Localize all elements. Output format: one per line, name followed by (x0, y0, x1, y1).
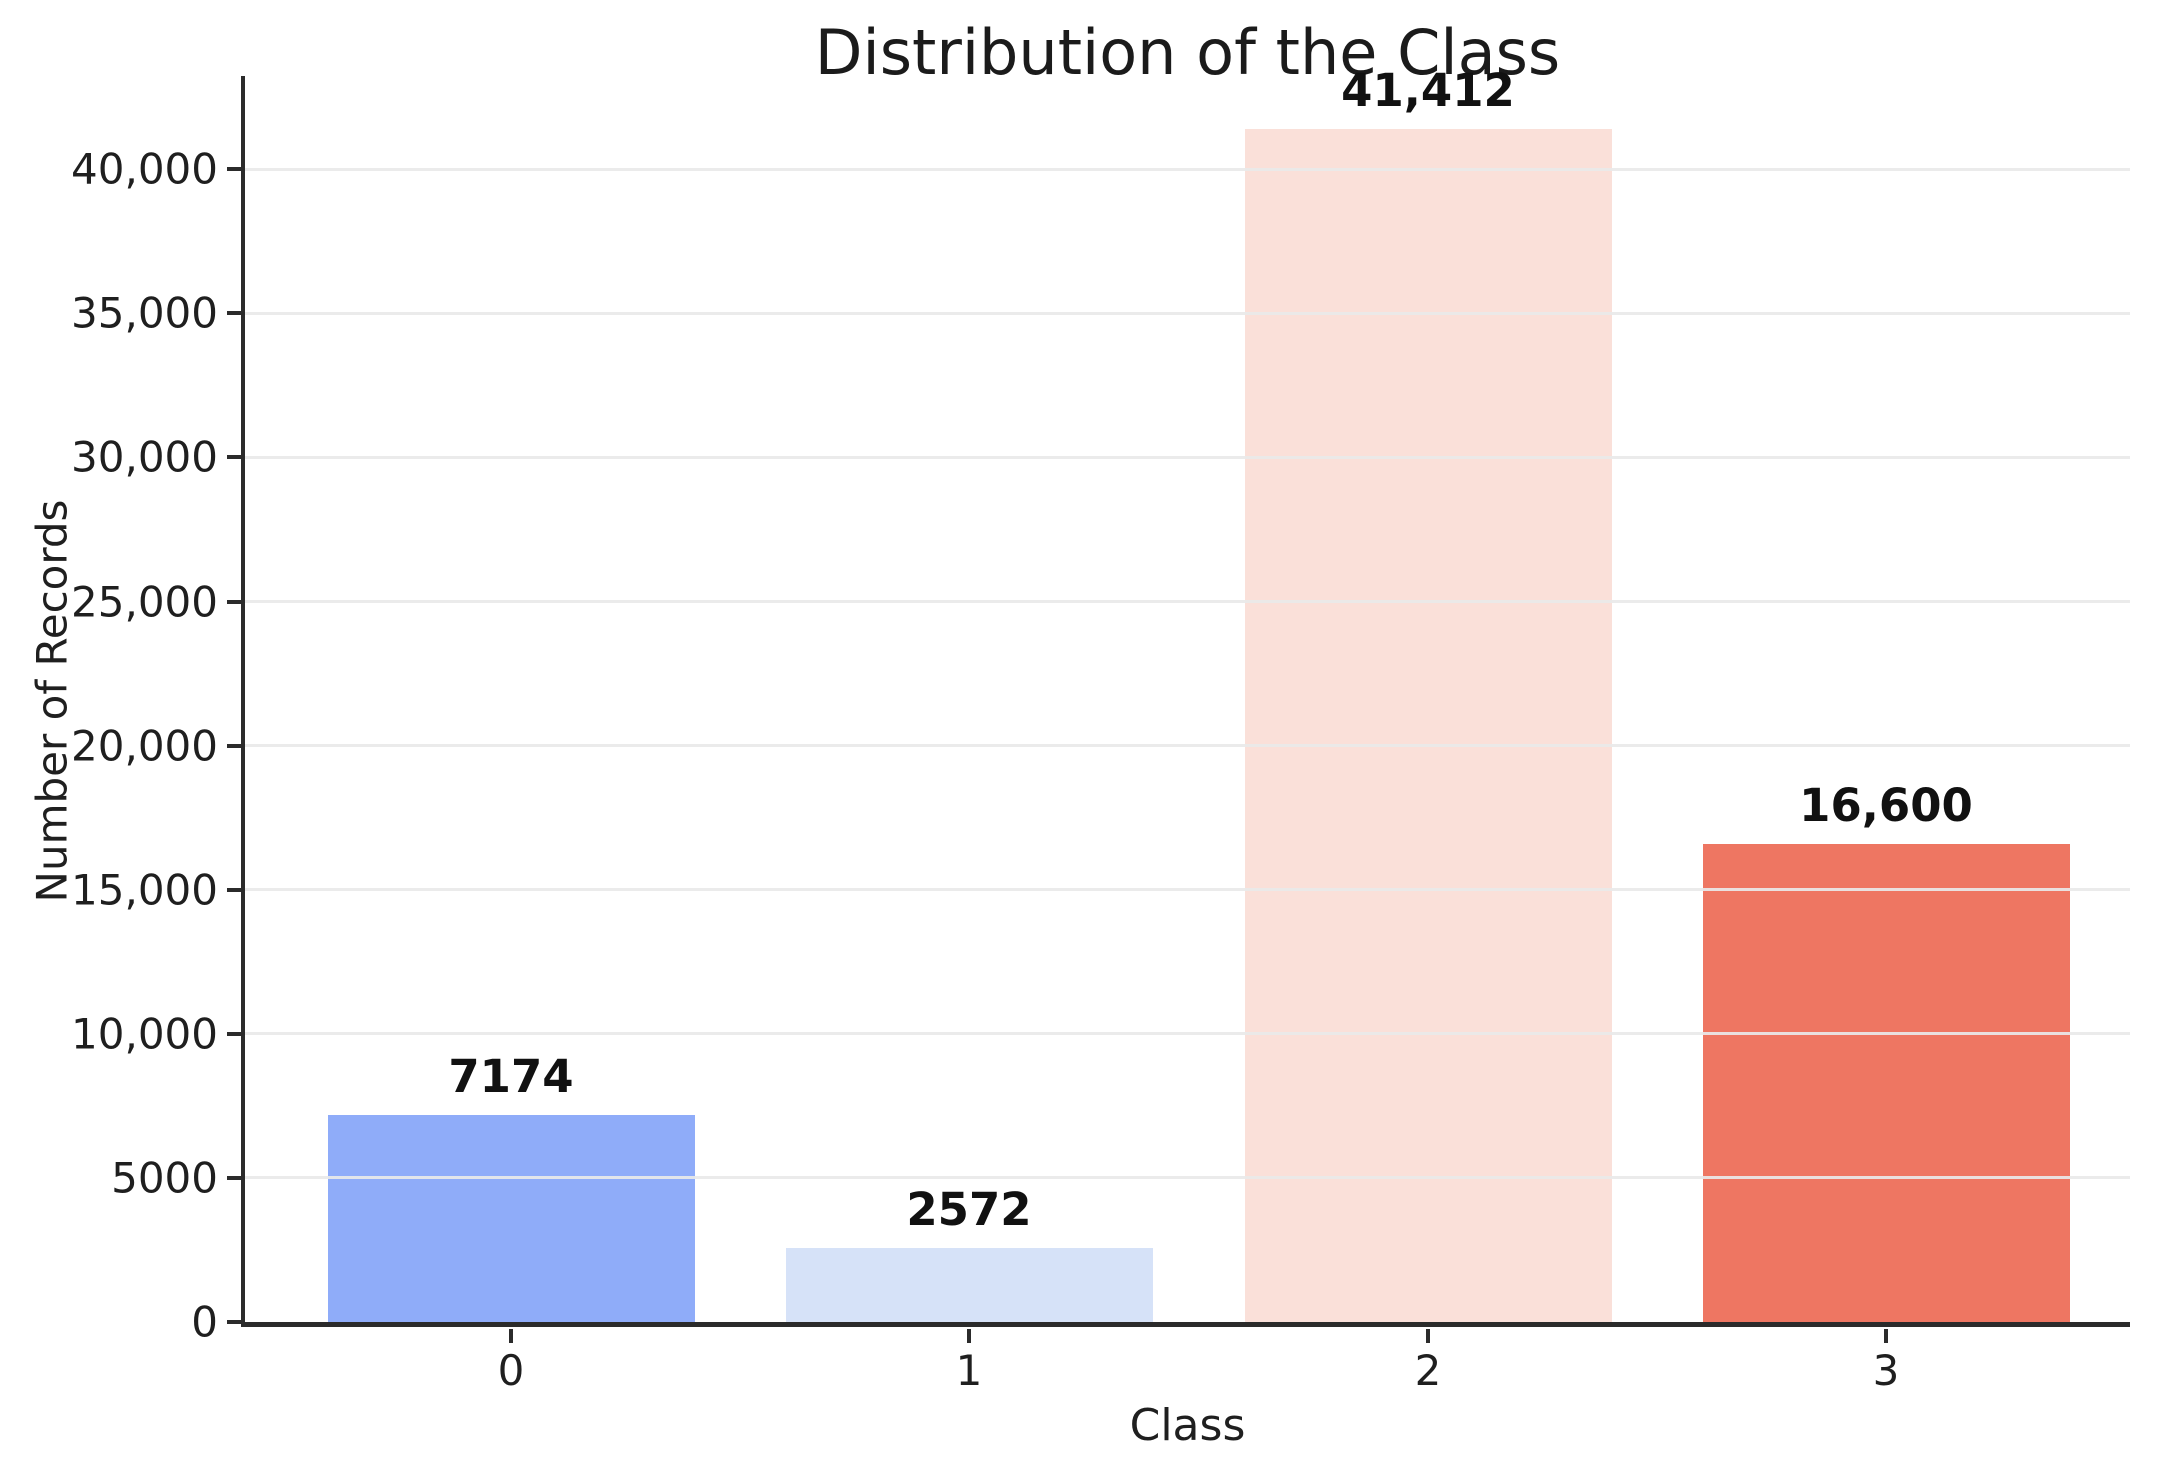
x-tick-mark (967, 1329, 971, 1343)
y-tick-label: 5000 (111, 1153, 218, 1203)
y-tick-mark (227, 167, 241, 172)
y-tick-mark (227, 599, 241, 604)
gridline (245, 311, 2130, 315)
bar-value-label: 16,600 (1799, 778, 1973, 832)
y-tick-label: 35,000 (71, 288, 218, 338)
y-tick-label: 15,000 (71, 865, 218, 915)
x-axis-spine (241, 1322, 2130, 1327)
x-axis-label: Class (1129, 1400, 1246, 1451)
x-tick-label: 2 (1414, 1346, 1442, 1395)
y-tick-label: 30,000 (71, 432, 218, 482)
y-tick-label: 20,000 (71, 721, 218, 771)
gridline (245, 455, 2130, 459)
x-tick-label: 1 (955, 1346, 983, 1395)
y-tick-mark (227, 743, 241, 748)
bar-value-label: 2572 (906, 1182, 1032, 1236)
y-tick-mark (227, 1031, 241, 1036)
bar-value-label: 41,412 (1341, 63, 1515, 117)
y-tick-label: 25,000 (71, 577, 218, 627)
x-tick-label: 0 (497, 1346, 525, 1395)
chart-title: Distribution of the Class (814, 16, 1561, 89)
x-tick-label: 3 (1872, 1346, 1900, 1395)
y-tick-label: 40,000 (71, 144, 218, 194)
y-tick-mark (227, 1320, 241, 1324)
y-tick-mark (227, 1175, 241, 1180)
plot-area: 7174 2572 41,412 16,600 0 5000 10,000 15,000 20… (71, 64, 2130, 1395)
gridline (245, 888, 2130, 892)
gridline (245, 1176, 2130, 1180)
y-tick-mark (227, 887, 241, 892)
bar-value-label: 7174 (448, 1050, 574, 1104)
gridline (245, 167, 2130, 171)
y-tick-label: 0 (191, 1297, 218, 1347)
y-axis-label: Number of Records (27, 499, 77, 903)
x-tick-mark (1426, 1329, 1430, 1343)
x-tick-mark (509, 1329, 513, 1343)
gridline (245, 1032, 2130, 1036)
bar-class-3 (1702, 843, 2070, 1322)
bar-class-0 (327, 1115, 695, 1322)
x-tick-mark (1884, 1329, 1888, 1343)
gridline (245, 600, 2130, 604)
bar-class-2 (1244, 128, 1612, 1322)
y-axis-spine (241, 76, 245, 1327)
bar-class-1 (785, 1247, 1153, 1322)
y-tick-label: 10,000 (71, 1009, 218, 1059)
y-tick-mark (227, 455, 241, 460)
gridline (245, 744, 2130, 748)
y-tick-mark (227, 311, 241, 316)
